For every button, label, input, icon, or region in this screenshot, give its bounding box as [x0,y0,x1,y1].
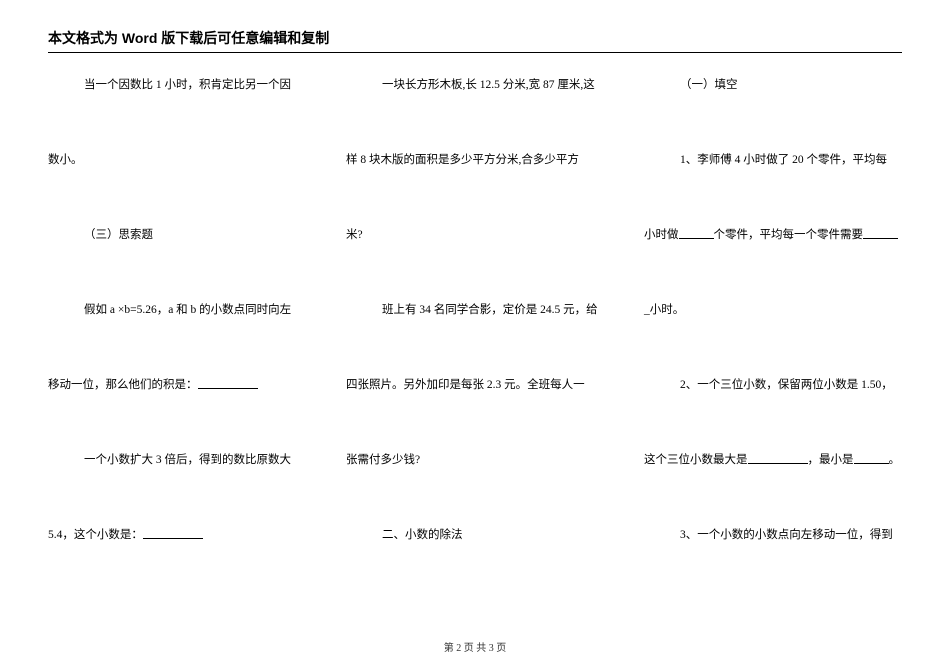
column-2: 一块长方形木板,长 12.5 分米,宽 87 厘米,这 样 8 块木版的面积是多… [346,75,604,622]
text: 样 8 块木版的面积是多少平方分米,合多少平方 [346,150,579,171]
text-line: 2、一个三位小数，保留两位小数是 1.50， [644,375,902,450]
text-line: 这个三位小数最大是 ，最小是 。 [644,450,902,525]
fill-blank [863,225,898,239]
column-1: 当一个因数比 1 小时，积肯定比另一个因 数小。 （三）思索题 假如 a ×b=… [48,75,306,622]
text: 假如 a ×b=5.26，a 和 b 的小数点同时向左 [84,300,291,321]
text-line: 张需付多少钱? [346,450,604,525]
page-header: 本文格式为 Word 版下载后可任意编辑和复制 [48,28,902,53]
text-line: 当一个因数比 1 小时，积肯定比另一个因 [48,75,306,150]
text: 米? [346,225,363,246]
text-line: 移动一位，那么他们的积是： [48,375,306,450]
page-footer: 第 2 页 共 3 页 [0,639,950,654]
text: （三）思索题 [84,225,153,246]
text: 数小。 [48,150,83,171]
text-line: 一块长方形木板,长 12.5 分米,宽 87 厘米,这 [346,75,604,150]
text-line: 二、小数的除法 [346,525,604,600]
text-line: 5.4，这个小数是： [48,525,306,600]
text: 个零件，平均每一个零件需要 [714,225,864,246]
text: 张需付多少钱? [346,450,420,471]
text-line: 3、一个小数的小数点向左移动一位，得到 [644,525,902,600]
text: （一）填空 [680,75,738,96]
text: 一个小数扩大 3 倍后，得到的数比原数大 [84,450,291,471]
text: 一块长方形木板,长 12.5 分米,宽 87 厘米,这 [382,75,595,96]
text: 四张照片。另外加印是每张 2.3 元。全班每人一 [346,375,585,396]
fill-blank [143,525,203,539]
text: 当一个因数比 1 小时，积肯定比另一个因 [84,75,291,96]
fill-blank [679,225,714,239]
text: 班上有 34 名同学合影，定价是 24.5 元，给 [382,300,598,321]
fill-blank [748,450,808,464]
fill-blank [198,375,258,389]
text: 二、小数的除法 [382,525,463,546]
text-line: 一个小数扩大 3 倍后，得到的数比原数大 [48,450,306,525]
text: 这个三位小数最大是 [644,450,748,471]
text-line: 1、李师傅 4 小时做了 20 个零件，平均每 [644,150,902,225]
text-line: 样 8 块木版的面积是多少平方分米,合多少平方 [346,150,604,225]
text-line: 米? [346,225,604,300]
text-line: _小时。 [644,300,902,375]
text-line: （一）填空 [644,75,902,150]
text: ，最小是 [808,450,854,471]
text-line: （三）思索题 [48,225,306,300]
text: 小时做 [644,225,679,246]
fill-blank [854,450,889,464]
text: _小时。 [644,300,684,321]
text-line: 假如 a ×b=5.26，a 和 b 的小数点同时向左 [48,300,306,375]
text-line: 数小。 [48,150,306,225]
text: 3、一个小数的小数点向左移动一位，得到 [680,525,893,546]
text: 移动一位，那么他们的积是： [48,375,198,396]
text: 。 [889,450,901,471]
column-3: （一）填空 1、李师傅 4 小时做了 20 个零件，平均每 小时做 个零件，平均每… [644,75,902,622]
text: 1、李师傅 4 小时做了 20 个零件，平均每 [680,150,887,171]
text-line: 四张照片。另外加印是每张 2.3 元。全班每人一 [346,375,604,450]
text: 5.4，这个小数是： [48,525,143,546]
text: 2、一个三位小数，保留两位小数是 1.50， [680,375,893,396]
text-line: 班上有 34 名同学合影，定价是 24.5 元，给 [346,300,604,375]
text-line: 小时做 个零件，平均每一个零件需要 [644,225,902,300]
document-body: 当一个因数比 1 小时，积肯定比另一个因 数小。 （三）思索题 假如 a ×b=… [48,75,902,622]
